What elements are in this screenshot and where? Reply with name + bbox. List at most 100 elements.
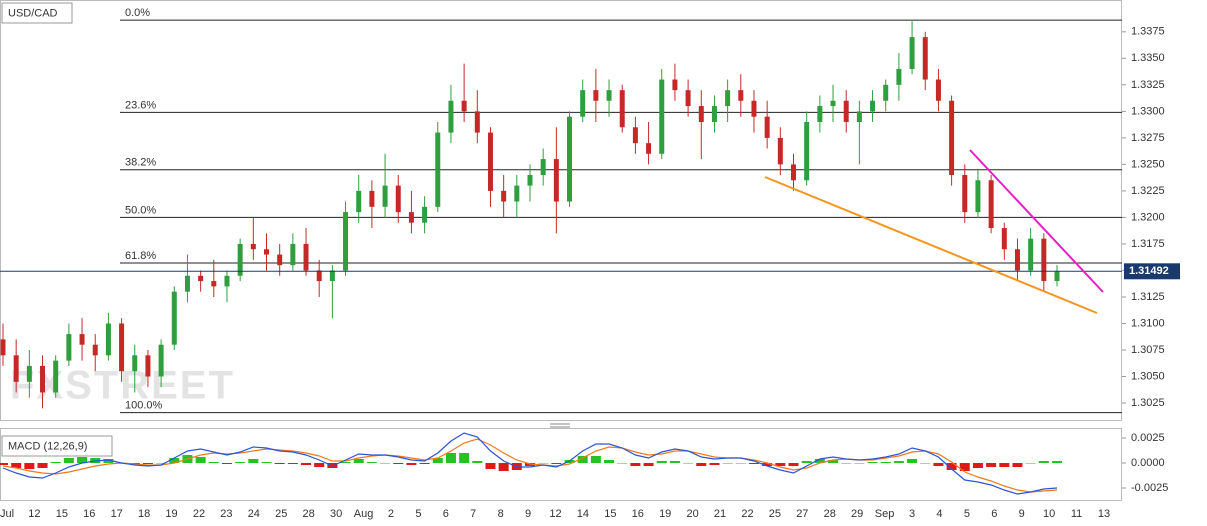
candle-body <box>26 365 32 382</box>
histogram-bar <box>419 463 430 464</box>
histogram-bar <box>617 463 628 464</box>
y-tick-label: 1.3300 <box>1131 105 1165 117</box>
x-tick-label: 22 <box>193 508 205 520</box>
histogram-bar <box>156 463 167 464</box>
x-tick-label: 24 <box>248 508 260 520</box>
candle-body <box>303 243 309 271</box>
histogram-bar <box>722 463 733 464</box>
histogram-bar <box>380 463 391 464</box>
histogram-bar <box>50 462 61 463</box>
candle-body <box>1041 238 1047 282</box>
candle-body <box>580 90 586 117</box>
candle-body <box>158 344 164 377</box>
candle-body <box>725 90 731 107</box>
candle-body <box>145 355 151 377</box>
fib-label: 61.8% <box>125 250 156 262</box>
x-tick-label: 5 <box>415 508 421 520</box>
candle-body <box>975 180 981 213</box>
candle-body <box>1028 238 1034 271</box>
candle-body <box>1014 249 1020 271</box>
y-tick-label: 1.3100 <box>1131 317 1165 329</box>
candle-body <box>356 190 362 213</box>
y-tick-label: 0.0000 <box>1131 457 1165 469</box>
candle-body <box>316 270 322 282</box>
y-tick-label: 1.3125 <box>1131 291 1165 303</box>
candle-body <box>646 143 652 154</box>
candle-body <box>501 190 507 202</box>
x-tick-label: 7 <box>470 508 476 520</box>
candle-body <box>171 291 177 345</box>
candle-body <box>369 190 375 207</box>
candle-body <box>250 243 256 250</box>
histogram-bar <box>261 462 272 463</box>
histogram-bar <box>920 463 931 464</box>
candle-body <box>329 270 335 282</box>
y-tick-label: 1.3225 <box>1131 185 1165 197</box>
price-layer: FXSTREET 1.30251.30501.30751.31001.31251.… <box>0 7 1180 414</box>
main-panel <box>0 0 1122 421</box>
candle-body <box>870 100 876 112</box>
current-price-box <box>1124 263 1180 280</box>
candle-body <box>0 339 6 356</box>
histogram-bar <box>577 456 588 463</box>
indicator-label: MACD (12,26,9) <box>8 440 87 452</box>
histogram-bar <box>0 463 8 465</box>
histogram-bar <box>340 462 351 463</box>
x-tick-label: 25 <box>275 508 287 520</box>
x-tick-label: 6 <box>991 508 997 520</box>
candle-body <box>514 185 520 202</box>
candle-body <box>1001 228 1007 250</box>
fib-label: 100.0% <box>125 399 163 411</box>
y-tick-label: 1.3075 <box>1131 344 1165 356</box>
histogram-bar <box>221 463 232 464</box>
histogram-bar <box>366 462 377 463</box>
x-tick-label: 9 <box>525 508 531 520</box>
x-tick-label: 2 <box>388 508 394 520</box>
x-tick-label: 3 <box>909 508 915 520</box>
histogram-bar <box>1038 461 1049 463</box>
histogram-bar <box>208 462 219 463</box>
candle-body <box>343 212 349 271</box>
candle-body <box>567 116 573 202</box>
x-tick-label: 12 <box>28 508 40 520</box>
candle-body <box>988 180 994 229</box>
histogram-bar <box>604 460 615 463</box>
histogram-bar <box>248 459 259 463</box>
histogram-bar <box>656 461 667 463</box>
x-tick-label: 16 <box>632 508 644 520</box>
candle-body <box>619 90 625 128</box>
x-tick-label: 18 <box>138 508 150 520</box>
histogram-bar <box>590 456 601 463</box>
candle-body <box>264 249 269 255</box>
x-tick-label: 22 <box>741 508 753 520</box>
histogram-bar <box>235 462 246 463</box>
candle-body <box>132 355 138 372</box>
histogram-bar <box>841 463 852 464</box>
symbol: USD/CAD <box>8 7 58 19</box>
y-tick-label: 1.3350 <box>1131 52 1165 64</box>
candle-body <box>290 243 296 266</box>
fib-label: 23.6% <box>125 99 156 111</box>
candle-body <box>553 159 559 202</box>
candle-body <box>685 90 691 107</box>
x-tick-label: 5 <box>964 508 970 520</box>
histogram-bar <box>445 453 456 463</box>
candle-body <box>277 254 283 266</box>
x-tick-label: 19 <box>165 508 177 520</box>
histogram-bar <box>538 463 549 464</box>
candle-body <box>395 185 401 213</box>
histogram-bar <box>814 459 825 463</box>
candle-body <box>935 79 941 101</box>
x-tick-label: 29 <box>851 508 863 520</box>
candle-body <box>593 90 599 101</box>
histogram-bar <box>801 461 812 463</box>
x-tick-label: Sep <box>875 508 895 520</box>
fib-label: 38.2% <box>125 157 156 169</box>
candle-body <box>949 100 955 175</box>
histogram-bar <box>1025 463 1036 464</box>
x-tick-label: 20 <box>687 508 699 520</box>
histogram-bar <box>459 453 470 463</box>
x-tick-label: 27 <box>796 508 808 520</box>
